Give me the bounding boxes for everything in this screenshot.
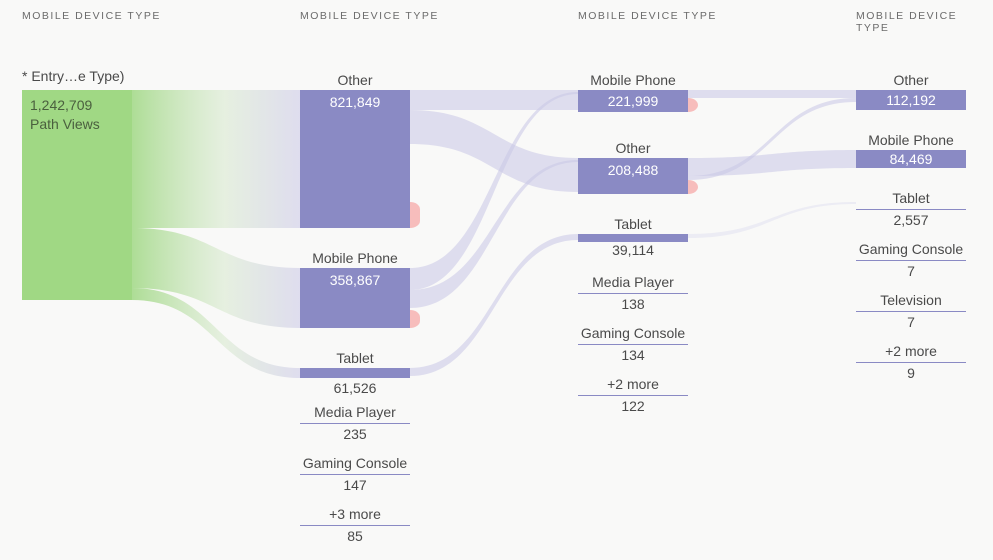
flow-link (410, 110, 578, 192)
flow-text-node-rule (300, 474, 410, 475)
flow-text-node-value: 7 (856, 314, 966, 330)
flow-text-node-label: +2 more (578, 376, 688, 392)
flow-link (132, 228, 300, 328)
flow-text-node-rule (578, 344, 688, 345)
flow-text-node-rule (578, 293, 688, 294)
flow-node-label: Other (578, 140, 688, 156)
flow-text-node-value: 138 (578, 296, 688, 312)
flow-text-node-rule (300, 525, 410, 526)
flow-text-node-label: Gaming Console (578, 325, 688, 341)
flow-text-node-label: Gaming Console (856, 241, 966, 257)
flow-node-label: Mobile Phone (300, 250, 410, 266)
flow-text-node-value: 134 (578, 347, 688, 363)
flow-text-node-rule (578, 395, 688, 396)
column-header-2: MOBILE DEVICE TYPE (578, 10, 717, 22)
flow-node-value: 358,867 (330, 272, 381, 288)
flow-node-label: Other (856, 72, 966, 88)
flow-node[interactable]: Mobile Phone358,867 (300, 268, 410, 328)
entry-node-sublabel: Path Views (30, 115, 124, 134)
flow-text-node[interactable]: Tablet 2,557 (856, 190, 966, 228)
flow-node-value: 61,526 (300, 380, 410, 396)
flow-text-node-rule (856, 260, 966, 261)
flow-node-value: 112,192 (886, 92, 936, 108)
flow-text-node[interactable]: +2 more 122 (578, 376, 688, 414)
flow-text-node[interactable]: Gaming Console 147 (300, 455, 410, 493)
flow-node[interactable]: Tablet61,526 (300, 368, 410, 378)
flow-text-node-rule (856, 311, 966, 312)
flow-text-node-rule (856, 209, 966, 210)
flow-text-node-label: Media Player (300, 404, 410, 420)
flow-link (688, 202, 856, 238)
flow-node[interactable]: Other821,849 (300, 90, 410, 228)
flow-text-node[interactable]: Gaming Console 7 (856, 241, 966, 279)
flow-text-node-label: Media Player (578, 274, 688, 290)
flow-link (410, 160, 578, 308)
flow-text-node-label: Gaming Console (300, 455, 410, 471)
flow-exit-indicator (688, 180, 698, 194)
flow-link (132, 288, 300, 378)
flow-text-node-value: 2,557 (856, 212, 966, 228)
flow-exit-indicator (410, 202, 420, 228)
entry-node[interactable]: 1,242,709 Path Views (22, 90, 132, 300)
column-header-1: MOBILE DEVICE TYPE (300, 10, 439, 22)
flow-link (410, 90, 578, 110)
flow-text-node[interactable]: +3 more 85 (300, 506, 410, 544)
flow-link (410, 234, 578, 376)
flow-link (688, 98, 856, 180)
flow-node[interactable]: Mobile Phone84,469 (856, 150, 966, 168)
flow-link (132, 90, 300, 228)
flow-text-node[interactable]: Television 7 (856, 292, 966, 330)
flow-node-label: Tablet (578, 216, 688, 232)
entry-node-title: * Entry…e Type) (22, 68, 124, 84)
flow-node-label: Mobile Phone (856, 132, 966, 148)
flow-text-node[interactable]: Media Player 235 (300, 404, 410, 442)
flow-exit-indicator (688, 98, 698, 112)
flow-canvas: MOBILE DEVICE TYPE MOBILE DEVICE TYPE MO… (0, 0, 993, 560)
flow-node-label: Mobile Phone (578, 72, 688, 88)
flow-node[interactable]: Other112,192 (856, 90, 966, 110)
column-header-3: MOBILE DEVICE TYPE (856, 10, 993, 34)
entry-node-value: 1,242,709 (30, 96, 124, 115)
flow-text-node-label: Television (856, 292, 966, 308)
flow-text-node-value: 147 (300, 477, 410, 493)
flow-text-node-value: 85 (300, 528, 410, 544)
flow-exit-indicator (410, 310, 420, 328)
flow-text-node-rule (300, 423, 410, 424)
flow-text-node-label: +3 more (300, 506, 410, 522)
flow-text-node-value: 7 (856, 263, 966, 279)
flow-text-node-value: 9 (856, 365, 966, 381)
flow-link (688, 90, 856, 98)
flow-node-label: Other (300, 72, 410, 88)
flow-text-node-rule (856, 362, 966, 363)
flow-node-value: 208,488 (608, 162, 659, 178)
column-header-0: MOBILE DEVICE TYPE (22, 10, 161, 22)
flow-node-value: 821,849 (330, 94, 381, 110)
flow-node[interactable]: Mobile Phone221,999 (578, 90, 688, 112)
flow-link (410, 92, 578, 290)
flow-text-node-label: +2 more (856, 343, 966, 359)
flow-node-label: Tablet (300, 350, 410, 366)
flow-text-node[interactable]: Media Player 138 (578, 274, 688, 312)
flow-node[interactable]: Tablet39,114 (578, 234, 688, 242)
flow-node-value: 221,999 (608, 93, 659, 109)
flow-text-node[interactable]: Gaming Console 134 (578, 325, 688, 363)
flow-text-node-label: Tablet (856, 190, 966, 206)
flow-links-layer (0, 0, 993, 560)
flow-node[interactable]: Other208,488 (578, 158, 688, 194)
flow-node-value: 84,469 (890, 151, 933, 167)
flow-text-node-value: 122 (578, 398, 688, 414)
flow-node-value: 39,114 (578, 242, 688, 258)
flow-link (688, 150, 856, 176)
flow-text-node-value: 235 (300, 426, 410, 442)
flow-text-node[interactable]: +2 more 9 (856, 343, 966, 381)
